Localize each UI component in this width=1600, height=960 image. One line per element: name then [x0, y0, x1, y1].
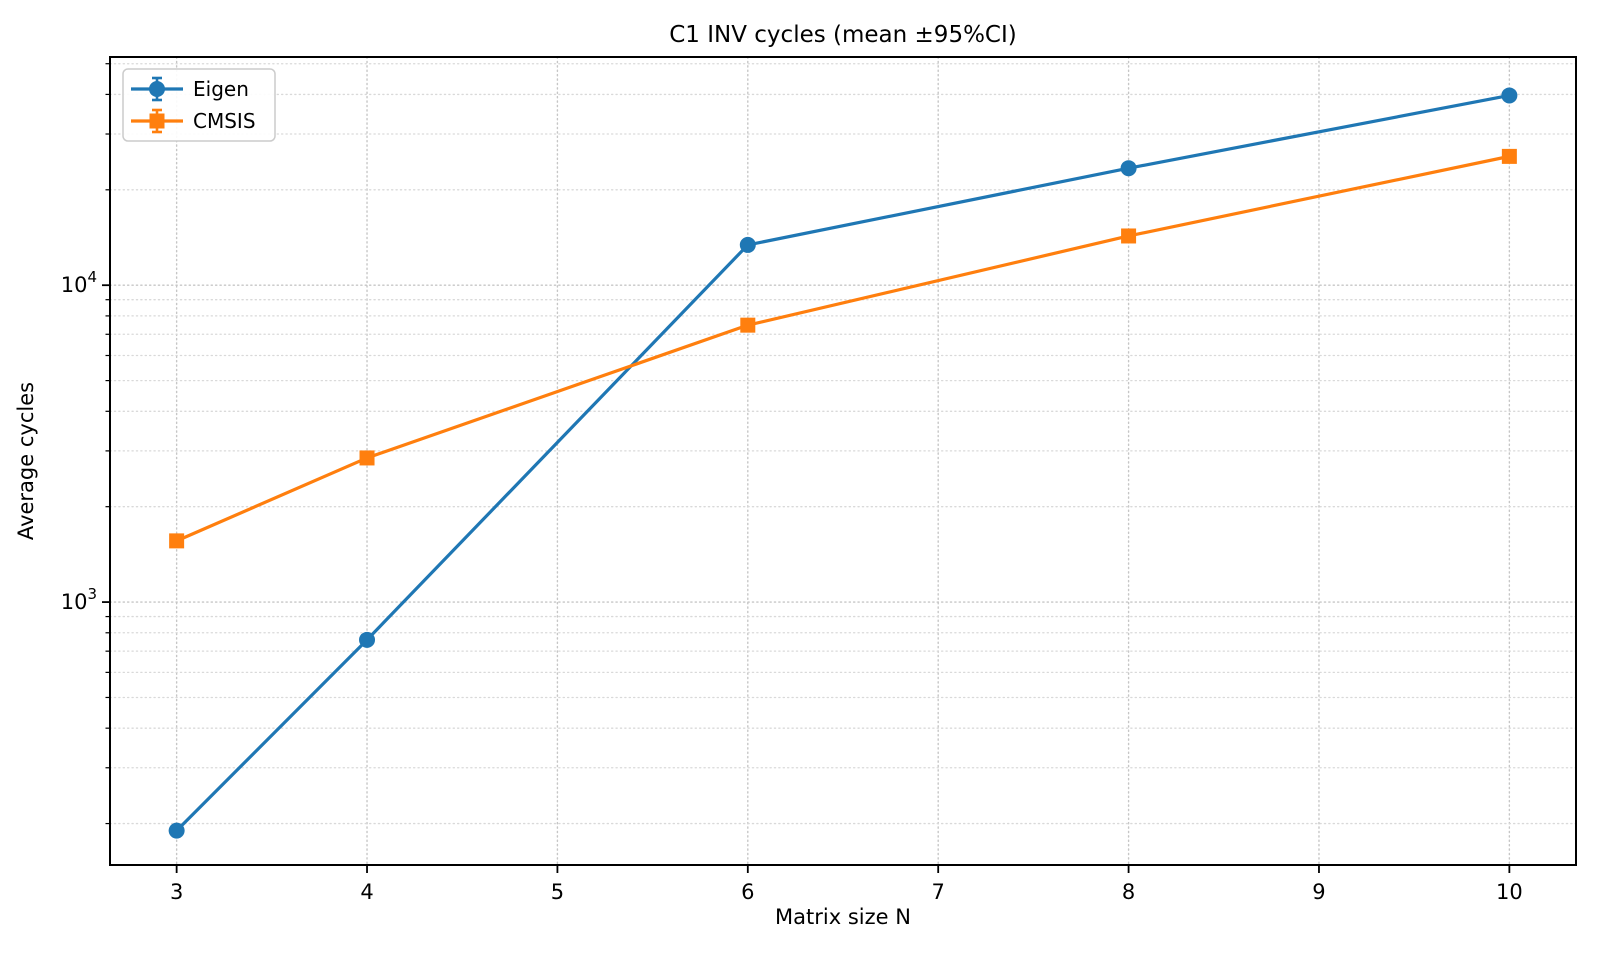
- series-line-cmsis: [175, 154, 1510, 543]
- legend-label-cmsis: CMSIS: [193, 109, 256, 133]
- data-point-eigen: [1120, 160, 1137, 177]
- y-axis-label: Average cycles: [14, 382, 38, 540]
- x-tick-label: 10: [1496, 880, 1523, 904]
- series-layer: [168, 87, 1518, 839]
- axes-layer: 3 4 5 6 7 8 9 10 103 104: [61, 56, 1577, 904]
- chart-title: C1 INV cycles (mean ±95%CI): [669, 22, 1017, 48]
- data-point-eigen: [739, 236, 756, 253]
- data-point-cmsis: [1501, 148, 1517, 164]
- legend-marker-square: [149, 113, 165, 129]
- x-tick-label: 6: [741, 880, 754, 904]
- data-point-cmsis: [169, 533, 185, 549]
- x-tick-label: 9: [1312, 880, 1325, 904]
- data-point-eigen: [359, 631, 376, 648]
- y-tick-label: 103: [61, 585, 97, 614]
- x-tick-label: 3: [170, 880, 183, 904]
- data-point-eigen: [168, 822, 185, 839]
- x-tick-label: 7: [932, 880, 945, 904]
- x-tick-label: 5: [551, 880, 564, 904]
- legend: Eigen CMSIS: [122, 68, 276, 142]
- y-tick-label: 104: [61, 268, 97, 297]
- data-point-eigen: [1501, 87, 1518, 104]
- x-tick-label: 8: [1122, 880, 1135, 904]
- data-point-cmsis: [740, 317, 756, 333]
- data-point-cmsis: [359, 450, 375, 466]
- series-line-eigen: [175, 93, 1510, 832]
- data-point-cmsis: [1121, 228, 1137, 244]
- plot-border: [109, 56, 1577, 866]
- grid-layer: [109, 56, 1577, 866]
- x-tick-label: 4: [360, 880, 373, 904]
- x-axis-label: Matrix size N: [775, 905, 911, 929]
- legend-label-eigen: Eigen: [193, 77, 249, 101]
- legend-marker-circle: [149, 81, 165, 97]
